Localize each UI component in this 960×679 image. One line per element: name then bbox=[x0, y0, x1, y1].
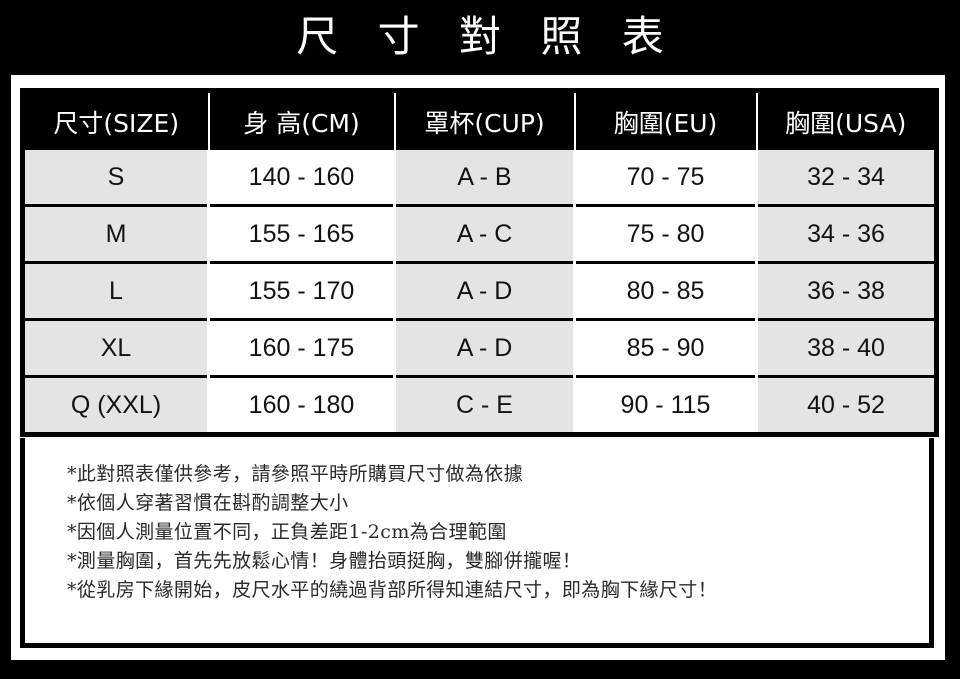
cell-cup: A - B bbox=[394, 150, 576, 206]
cell-height: 155 - 165 bbox=[208, 204, 396, 263]
note-line: *從乳房下緣開始，皮尺水平的繞過背部所得知連結尺寸，即為胸下緣尺寸！ bbox=[67, 579, 718, 601]
cell-size: Q (XXL) bbox=[22, 375, 210, 435]
cell-bust-eu: 85 - 90 bbox=[574, 318, 758, 377]
column-header-bust-eu: 胸圍(EU) bbox=[574, 90, 758, 150]
cell-size: XL bbox=[22, 318, 210, 377]
table-header: 尺寸(SIZE) 身 高(CM) 罩杯(CUP) 胸圍(EU) 胸圍(USA) bbox=[22, 90, 937, 150]
cell-size: M bbox=[22, 204, 210, 263]
cell-bust-usa: 40 - 52 bbox=[756, 375, 937, 435]
cell-cup: A - D bbox=[394, 261, 576, 320]
cell-bust-eu: 70 - 75 bbox=[574, 150, 758, 206]
cell-cup: A - D bbox=[394, 318, 576, 377]
cell-bust-eu: 75 - 80 bbox=[574, 204, 758, 263]
note-line: *測量胸圍，首先先放鬆心情！身體抬頭挺胸，雙腳併攏喔！ bbox=[67, 550, 582, 572]
header-row: 尺寸(SIZE) 身 高(CM) 罩杯(CUP) 胸圍(EU) 胸圍(USA) bbox=[22, 90, 937, 150]
notes-panel: *此對照表僅供參考，請參照平時所購買尺寸做為依據 *依個人穿著習慣在斟酌調整大小… bbox=[20, 438, 934, 648]
column-header-bust-usa: 胸圍(USA) bbox=[756, 90, 937, 150]
cell-height: 160 - 175 bbox=[208, 318, 396, 377]
note-line: *因個人測量位置不同，正負差距1-2cm為合理範圍 bbox=[67, 521, 507, 543]
table-row: Q (XXL) 160 - 180 C - E 90 - 115 40 - 52 bbox=[22, 375, 937, 435]
cell-bust-usa: 36 - 38 bbox=[756, 261, 937, 320]
title-bar: 尺 寸 對 照 表 bbox=[0, 0, 960, 73]
size-chart-table: 尺寸(SIZE) 身 高(CM) 罩杯(CUP) 胸圍(EU) 胸圍(USA) … bbox=[20, 88, 939, 437]
cell-cup: C - E bbox=[394, 375, 576, 435]
table-row: XL 160 - 175 A - D 85 - 90 38 - 40 bbox=[22, 318, 937, 377]
note-line: *依個人穿著習慣在斟酌調整大小 bbox=[67, 492, 349, 514]
cell-height: 155 - 170 bbox=[208, 261, 396, 320]
cell-bust-usa: 32 - 34 bbox=[756, 150, 937, 206]
cell-height: 140 - 160 bbox=[208, 150, 396, 206]
content-page: 尺寸(SIZE) 身 高(CM) 罩杯(CUP) 胸圍(EU) 胸圍(USA) … bbox=[11, 75, 945, 660]
column-header-size: 尺寸(SIZE) bbox=[22, 90, 210, 150]
cell-cup: A - C bbox=[394, 204, 576, 263]
cell-size: L bbox=[22, 261, 210, 320]
table-body: S 140 - 160 A - B 70 - 75 32 - 34 M 155 … bbox=[22, 150, 937, 435]
cell-bust-usa: 38 - 40 bbox=[756, 318, 937, 377]
cell-size: S bbox=[22, 150, 210, 206]
column-header-height: 身 高(CM) bbox=[208, 90, 396, 150]
table-row: S 140 - 160 A - B 70 - 75 32 - 34 bbox=[22, 150, 937, 206]
table-row: M 155 - 165 A - C 75 - 80 34 - 36 bbox=[22, 204, 937, 263]
note-line: *此對照表僅供參考，請參照平時所購買尺寸做為依據 bbox=[67, 463, 524, 485]
cell-height: 160 - 180 bbox=[208, 375, 396, 435]
cell-bust-usa: 34 - 36 bbox=[756, 204, 937, 263]
table-row: L 155 - 170 A - D 80 - 85 36 - 38 bbox=[22, 261, 937, 320]
column-header-cup: 罩杯(CUP) bbox=[394, 90, 576, 150]
cell-bust-eu: 90 - 115 bbox=[574, 375, 758, 435]
page-title: 尺 寸 對 照 表 bbox=[296, 11, 677, 61]
cell-bust-eu: 80 - 85 bbox=[574, 261, 758, 320]
